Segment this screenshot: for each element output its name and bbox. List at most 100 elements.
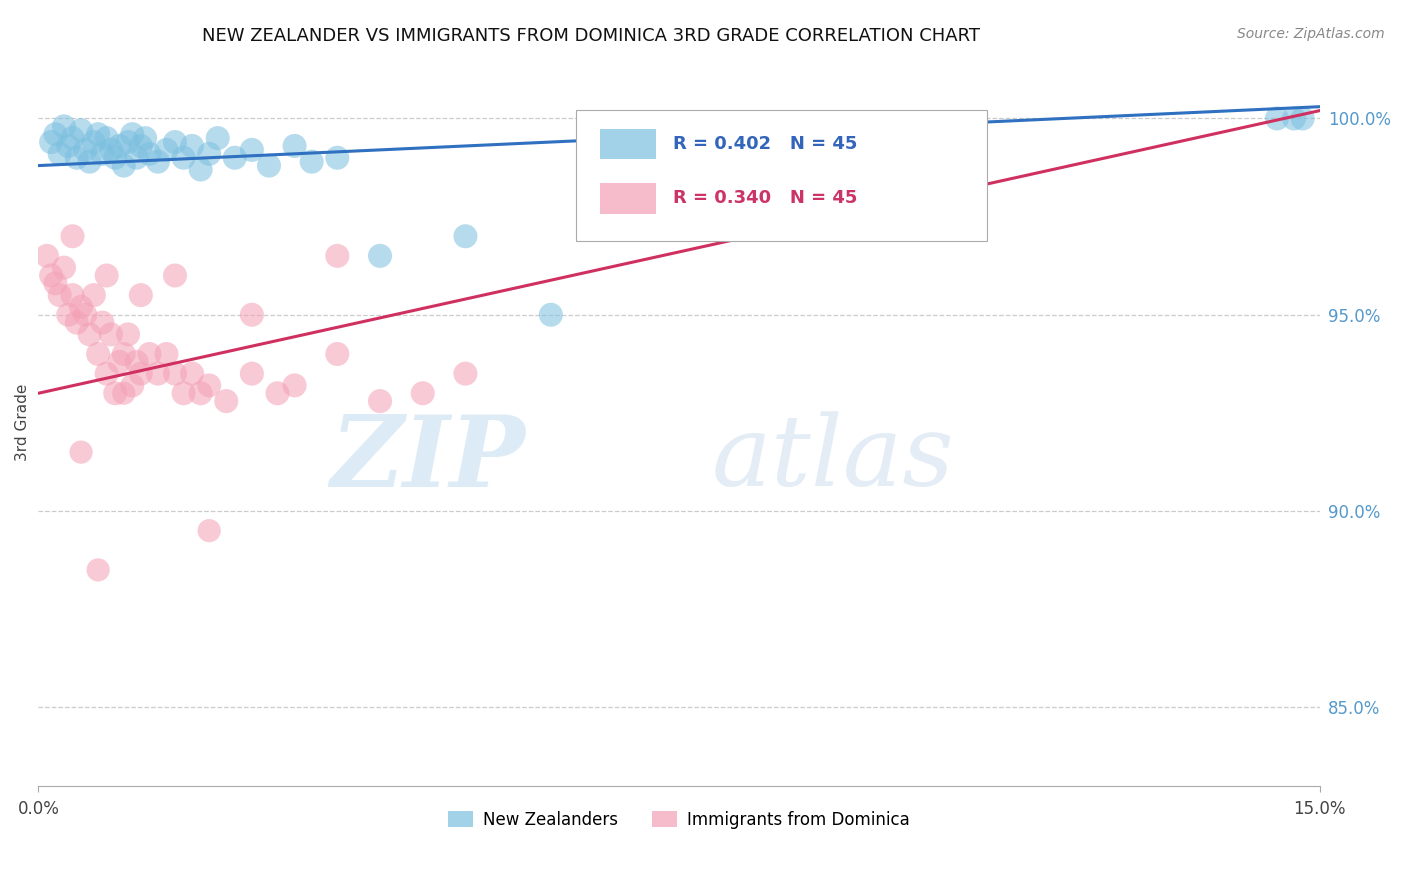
Point (224, 151, 246, 165)
Point (39, 135, 62, 149)
Point (117, 135, 139, 149)
Point (301, 154, 323, 169)
Point (79, 327, 101, 342)
Point (1282, 112, 1305, 126)
Point (125, 151, 148, 165)
Point (62, 131, 84, 145)
Point (48, 288, 70, 302)
Point (83, 288, 105, 302)
Point (326, 347, 349, 361)
Point (257, 159, 280, 173)
Point (87, 563, 110, 577)
Point (129, 139, 152, 153)
Point (215, 394, 238, 409)
Point (62, 229, 84, 244)
Text: atlas: atlas (711, 411, 955, 507)
Point (121, 127, 143, 141)
Text: NEW ZEALANDER VS IMMIGRANTS FROM DOMINICA 3RD GRADE CORRELATION CHART: NEW ZEALANDER VS IMMIGRANTS FROM DOMINIC… (201, 27, 980, 45)
Point (39, 268, 62, 283)
Point (91, 316, 114, 330)
Point (240, 367, 263, 381)
Point (91, 146, 114, 161)
Point (121, 378, 143, 392)
Point (44, 277, 66, 291)
Point (52, 120, 75, 134)
Point (70, 300, 93, 314)
Point (368, 249, 391, 263)
Point (181, 367, 204, 381)
Point (173, 151, 195, 165)
Point (1291, 112, 1313, 126)
Point (79, 154, 101, 169)
Point (138, 347, 160, 361)
Point (163, 367, 186, 381)
Point (326, 151, 349, 165)
Point (66, 151, 89, 165)
Point (190, 162, 212, 177)
Point (198, 524, 221, 538)
Point (198, 146, 221, 161)
Point (181, 139, 204, 153)
Point (70, 123, 93, 137)
Point (1265, 112, 1288, 126)
Point (134, 131, 156, 145)
FancyBboxPatch shape (576, 111, 987, 241)
Point (62, 288, 84, 302)
Point (44, 127, 66, 141)
FancyBboxPatch shape (599, 128, 657, 159)
Point (52, 260, 75, 275)
Point (83, 135, 105, 149)
Point (58, 308, 80, 322)
Point (266, 386, 288, 401)
Point (163, 135, 186, 149)
Point (112, 347, 135, 361)
Point (75, 308, 97, 322)
Point (412, 386, 434, 401)
Point (146, 154, 169, 169)
Point (138, 146, 160, 161)
Point (146, 367, 169, 381)
Point (96, 367, 118, 381)
Point (96, 268, 118, 283)
Point (58, 139, 80, 153)
Point (112, 386, 135, 401)
Text: R = 0.402   N = 45: R = 0.402 N = 45 (672, 135, 858, 153)
Point (326, 249, 349, 263)
Point (35, 249, 58, 263)
Text: Source: ZipAtlas.com: Source: ZipAtlas.com (1237, 27, 1385, 41)
Point (96, 131, 118, 145)
Point (454, 229, 477, 244)
Point (284, 378, 307, 392)
Point (100, 143, 122, 157)
Point (48, 146, 70, 161)
Y-axis label: 3rd Grade: 3rd Grade (15, 384, 30, 461)
FancyBboxPatch shape (599, 183, 657, 213)
Point (190, 386, 212, 401)
Point (75, 143, 97, 157)
Point (240, 143, 263, 157)
Point (240, 308, 263, 322)
Point (87, 347, 110, 361)
Point (207, 131, 229, 145)
Point (104, 151, 127, 165)
Point (108, 355, 131, 369)
Legend: New Zealanders, Immigrants from Dominica: New Zealanders, Immigrants from Dominica (441, 805, 917, 836)
Point (155, 143, 177, 157)
Point (155, 347, 177, 361)
Point (112, 159, 135, 173)
Text: R = 0.340   N = 45: R = 0.340 N = 45 (672, 188, 858, 207)
Point (163, 268, 186, 283)
Point (284, 139, 307, 153)
Point (129, 367, 152, 381)
Point (125, 355, 148, 369)
Point (108, 139, 131, 153)
Point (198, 378, 221, 392)
Point (117, 327, 139, 342)
Point (87, 127, 110, 141)
Point (668, 190, 690, 204)
Point (66, 316, 89, 330)
Point (540, 308, 562, 322)
Point (100, 327, 122, 342)
Point (368, 394, 391, 409)
Text: ZIP: ZIP (330, 410, 526, 508)
